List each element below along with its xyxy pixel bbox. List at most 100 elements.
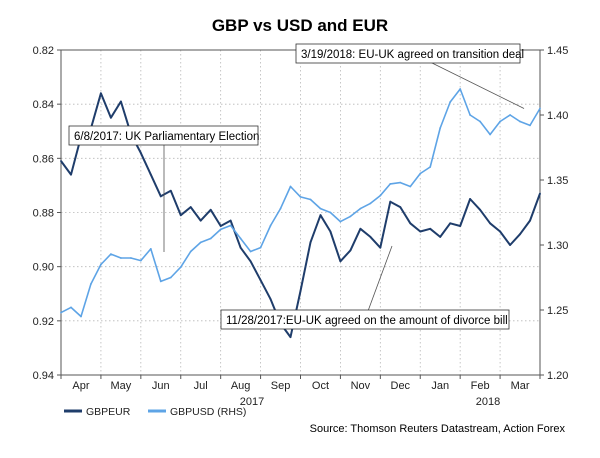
data-point: [479, 120, 481, 123]
data-point: [449, 222, 452, 225]
x-tick-label: Aug: [231, 380, 251, 392]
x-axis: Apr May Jun Jul Aug Sep Oct Nov Dec Jan Feb Mar: [60, 375, 541, 392]
data-point: [509, 244, 511, 246]
source-text: Source: Thomson Reuters Datastream, Acti…: [310, 423, 566, 435]
x-tick-label: Jun: [152, 380, 170, 392]
data-point: [369, 202, 372, 205]
annotation-box: [68, 125, 259, 146]
left-tick-label: 0.84: [33, 99, 54, 111]
data-point: [259, 246, 262, 249]
data-point: [209, 237, 212, 240]
data-point: [529, 124, 531, 127]
annotation-text: 3/19/2018: EU-UK agreed on transition de…: [301, 49, 524, 61]
x-tick-label: Apr: [72, 380, 89, 392]
right-tick-label: 1.40: [547, 110, 568, 122]
data-point: [249, 260, 252, 263]
legend-label-gbpeur: GBPEUR: [86, 406, 131, 418]
data-point: [409, 185, 412, 188]
x-tick-label: Jul: [194, 380, 208, 392]
data-point: [499, 230, 501, 233]
left-tick-label: 0.92: [33, 316, 54, 328]
data-point: [399, 206, 402, 209]
data-point: [169, 189, 172, 192]
x-tick-label: Jan: [431, 380, 449, 392]
data-point: [209, 208, 212, 211]
data-point: [120, 257, 122, 259]
data-point: [419, 230, 422, 233]
left-tick-label: 0.90: [33, 262, 54, 274]
data-point: [309, 198, 312, 201]
data-point: [149, 248, 152, 250]
data-point: [369, 236, 372, 238]
data-point: [60, 160, 62, 162]
data-point: [449, 101, 452, 103]
data-point: [189, 250, 192, 253]
legend-label-gbpusd: GBPUSD (RHS): [170, 406, 246, 418]
data-point: [179, 214, 182, 217]
annotation-text: 11/28/2017:EU-UK agreed on the amount of…: [226, 315, 508, 327]
data-point: [199, 219, 202, 222]
data-point: [359, 207, 362, 210]
year-label-2018: 2018: [476, 396, 500, 408]
x-tick-label: Dec: [391, 380, 411, 392]
data-point: [289, 336, 292, 338]
annotation-leader-line: [367, 245, 393, 312]
data-point: [349, 249, 352, 252]
data-point: [299, 196, 302, 198]
right-tick-label: 1.25: [547, 305, 568, 317]
data-point: [379, 246, 382, 249]
legend: GBPEUR GBPUSD (RHS): [64, 406, 246, 418]
annotation-box: [295, 43, 521, 64]
data-point: [239, 237, 242, 240]
annotation-uk-election: 6/8/2017: UK Parliamentary Election: [68, 125, 259, 252]
chart-title: GBP vs USD and EUR: [212, 16, 388, 35]
data-point: [120, 100, 122, 103]
annotation-text: 6/8/2017: UK Parliamentary Election: [74, 131, 259, 143]
data-point: [459, 225, 462, 227]
data-point: [429, 166, 432, 168]
data-point: [169, 276, 172, 279]
data-point: [429, 227, 432, 230]
data-point: [439, 236, 442, 238]
data-point: [359, 227, 362, 230]
data-point: [459, 88, 462, 90]
annotation-divorce-bill: 11/28/2017:EU-UK agreed on the amount of…: [220, 245, 510, 330]
data-point: [349, 215, 352, 218]
data-point: [409, 222, 412, 225]
data-point: [489, 133, 491, 136]
data-point: [130, 257, 132, 259]
data-point: [70, 173, 72, 176]
left-tick-label: 0.82: [33, 45, 54, 57]
left-axis: 0.82 0.84 0.86 0.88 0.90 0.92 0.94: [33, 45, 61, 382]
data-point: [70, 306, 72, 309]
annotation-box: [220, 309, 510, 330]
data-point: [519, 233, 521, 236]
data-point: [279, 207, 282, 210]
data-point: [179, 266, 182, 268]
left-tick-label: 0.86: [33, 153, 54, 165]
data-point: [419, 172, 422, 175]
data-point: [319, 207, 322, 210]
right-tick-label: 1.30: [547, 240, 568, 252]
data-point: [339, 220, 342, 223]
data-point: [249, 250, 252, 253]
data-point: [219, 225, 222, 227]
data-point: [149, 173, 152, 176]
data-point: [90, 283, 92, 285]
data-point: [259, 279, 262, 282]
data-point: [80, 315, 82, 318]
data-point: [389, 183, 392, 185]
data-point: [219, 228, 222, 231]
x-tick-label: Nov: [351, 380, 371, 392]
series-lines: [60, 88, 541, 339]
data-point: [499, 120, 501, 123]
data-point: [509, 114, 511, 116]
x-tick-label: Mar: [511, 380, 530, 392]
data-point: [489, 222, 491, 225]
data-point: [100, 263, 102, 266]
data-point: [539, 192, 541, 195]
data-point: [189, 206, 192, 209]
x-tick-label: Sep: [271, 380, 291, 392]
data-point: [229, 219, 232, 222]
